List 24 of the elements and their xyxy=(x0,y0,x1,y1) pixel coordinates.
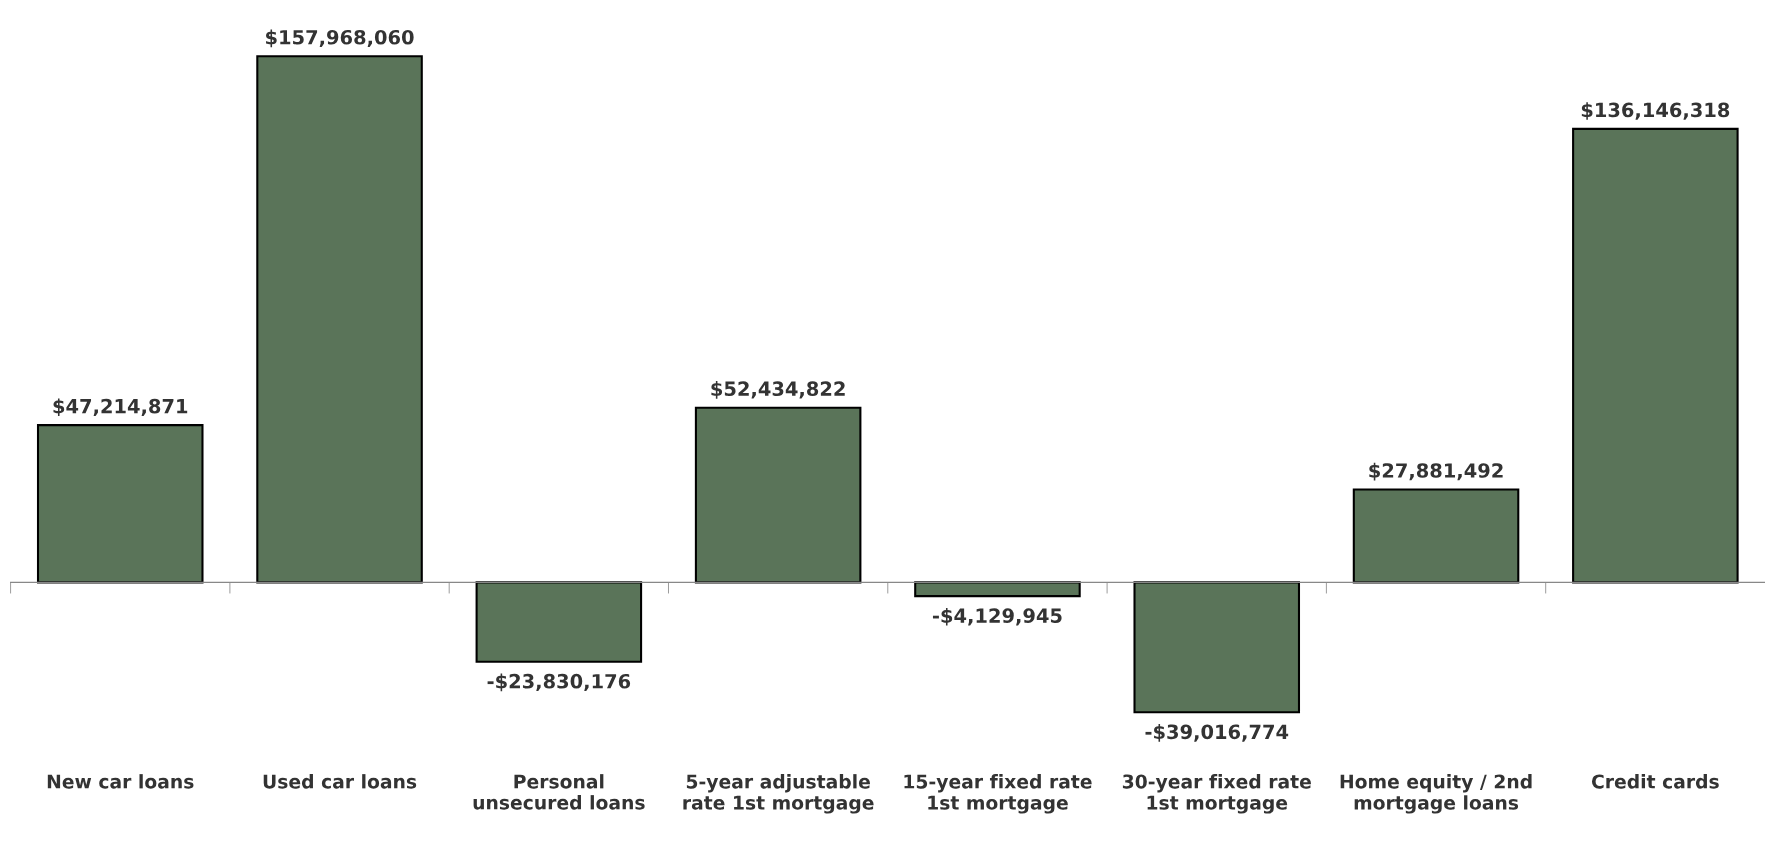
data-label: -$39,016,774 xyxy=(1145,724,1289,742)
data-label: -$23,830,176 xyxy=(487,673,631,692)
x-tick-label: Home equity / 2nd mortgage loans xyxy=(1340,774,1532,814)
x-tick-label: Personal unsecured loans xyxy=(473,774,645,810)
x-tick-label: 5-year adjustable rate 1st mortgage xyxy=(683,774,874,814)
bar xyxy=(1352,488,1520,584)
bar xyxy=(1133,581,1301,714)
x-tick-label: Used car loans xyxy=(263,774,417,789)
bar xyxy=(914,581,1081,598)
bar xyxy=(694,406,862,584)
data-label: $47,214,871 xyxy=(53,398,188,417)
x-tick-label: Credit cards xyxy=(1591,774,1719,789)
data-label: -$4,129,945 xyxy=(932,607,1062,626)
bar xyxy=(256,55,423,584)
data-label: $27,881,492 xyxy=(1369,462,1503,481)
x-tick-label: 30-year fixed rate 1st mortgage xyxy=(1122,774,1311,814)
data-label: $157,968,060 xyxy=(266,29,414,48)
bar xyxy=(475,581,643,663)
bar xyxy=(36,424,204,584)
x-tick-label: New car loans xyxy=(47,774,194,789)
bar xyxy=(1572,127,1739,584)
data-label: $52,434,822 xyxy=(711,381,845,399)
data-label: $136,146,318 xyxy=(1581,102,1730,120)
x-tick-label: 15-year fixed rate 1st mortgage xyxy=(904,774,1092,814)
